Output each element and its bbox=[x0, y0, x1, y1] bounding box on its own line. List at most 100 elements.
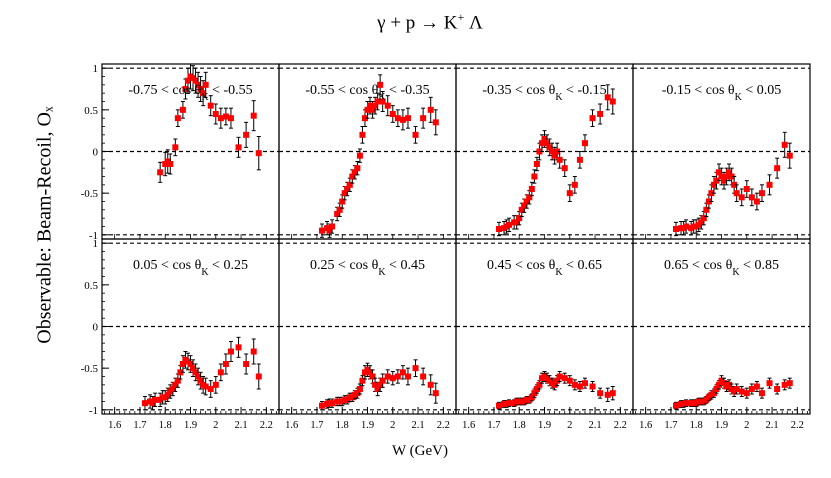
x-tick-label: 1.7 bbox=[133, 420, 146, 431]
y-tick-label: -0.5 bbox=[81, 363, 99, 375]
data-point bbox=[597, 390, 604, 397]
data-point bbox=[713, 386, 720, 392]
data-point bbox=[318, 227, 325, 234]
data-point bbox=[571, 381, 578, 388]
data-point bbox=[766, 181, 773, 188]
data-point bbox=[202, 383, 209, 390]
data-point bbox=[318, 402, 325, 409]
data-point bbox=[728, 173, 735, 180]
data-point bbox=[427, 106, 434, 113]
data-point bbox=[372, 102, 379, 109]
data-point bbox=[255, 150, 262, 157]
data-point bbox=[169, 386, 176, 392]
data-point bbox=[354, 165, 361, 172]
data-point bbox=[326, 227, 333, 234]
data-point bbox=[179, 361, 186, 367]
data-point bbox=[389, 375, 396, 382]
data-point bbox=[432, 119, 439, 126]
data-point bbox=[167, 161, 174, 167]
data-point bbox=[374, 386, 381, 392]
data-point bbox=[182, 86, 189, 92]
data-point bbox=[164, 391, 171, 398]
data-point bbox=[377, 381, 384, 388]
data-point bbox=[255, 373, 262, 380]
data-point bbox=[339, 198, 346, 205]
data-point bbox=[604, 94, 611, 101]
data-point bbox=[367, 369, 374, 376]
x-tick-label: 1.7 bbox=[310, 420, 323, 431]
data-point bbox=[715, 381, 722, 388]
data-point bbox=[718, 173, 725, 180]
data-point bbox=[172, 144, 179, 151]
data-point bbox=[399, 116, 406, 123]
data-point bbox=[361, 115, 368, 122]
x-tick-label: 1.6 bbox=[108, 420, 121, 431]
data-point bbox=[212, 381, 219, 388]
data-point bbox=[356, 152, 363, 159]
data-point bbox=[544, 140, 551, 147]
data-point bbox=[748, 194, 755, 201]
x-tick-label: 1.9 bbox=[361, 420, 374, 431]
title-prefix: γ + p → K bbox=[377, 12, 458, 34]
data-point bbox=[359, 377, 366, 384]
x-tick-label: 2 bbox=[744, 420, 749, 431]
data-point bbox=[748, 386, 755, 392]
data-point bbox=[394, 115, 401, 122]
x-tick-label: 2.1 bbox=[235, 420, 248, 431]
data-point bbox=[349, 173, 356, 180]
data-point bbox=[235, 144, 242, 151]
data-point bbox=[609, 98, 616, 105]
data-point bbox=[356, 386, 363, 392]
x-tick-label: 1.8 bbox=[336, 420, 349, 431]
data-point bbox=[506, 400, 513, 407]
data-point bbox=[217, 115, 224, 122]
data-point bbox=[344, 186, 351, 192]
data-point bbox=[556, 373, 563, 380]
data-point bbox=[541, 136, 548, 142]
data-point bbox=[576, 156, 583, 163]
data-point bbox=[202, 81, 209, 88]
data-point bbox=[369, 106, 376, 113]
data-point bbox=[192, 369, 199, 376]
x-tick-label: 2.2 bbox=[437, 420, 450, 431]
data-point bbox=[420, 373, 427, 380]
data-point bbox=[743, 186, 750, 192]
x-tick-label: 1.8 bbox=[159, 420, 172, 431]
data-point bbox=[604, 391, 611, 398]
data-point bbox=[227, 348, 234, 355]
y-tick-label: -1 bbox=[89, 230, 98, 242]
data-point bbox=[420, 115, 427, 122]
data-point bbox=[516, 215, 523, 222]
data-point bbox=[733, 190, 740, 197]
data-point bbox=[589, 115, 596, 122]
data-point bbox=[774, 386, 781, 392]
data-point bbox=[526, 194, 533, 201]
panel-label: 0.05 < cos θK < 0.25 bbox=[133, 258, 248, 278]
data-point bbox=[723, 173, 730, 180]
data-point bbox=[721, 380, 728, 387]
x-tick-label: 2.2 bbox=[791, 420, 804, 431]
data-point bbox=[566, 377, 573, 384]
data-point bbox=[672, 226, 679, 232]
data-point bbox=[412, 365, 419, 372]
data-point bbox=[384, 102, 391, 109]
data-point bbox=[336, 206, 343, 213]
data-point bbox=[341, 190, 348, 197]
data-point bbox=[753, 198, 760, 205]
data-point bbox=[758, 190, 765, 197]
data-point bbox=[556, 156, 563, 163]
data-point bbox=[217, 369, 224, 376]
data-point bbox=[359, 131, 366, 138]
data-point bbox=[384, 373, 391, 380]
data-point bbox=[758, 390, 765, 397]
data-point bbox=[538, 140, 545, 147]
data-point bbox=[367, 102, 374, 109]
y-tick-label: 0 bbox=[93, 322, 99, 334]
x-tick-label: 2.1 bbox=[589, 420, 602, 431]
data-point bbox=[531, 390, 538, 397]
data-point bbox=[369, 373, 376, 380]
data-point bbox=[766, 380, 773, 387]
y-tick-label: 1 bbox=[93, 63, 99, 75]
